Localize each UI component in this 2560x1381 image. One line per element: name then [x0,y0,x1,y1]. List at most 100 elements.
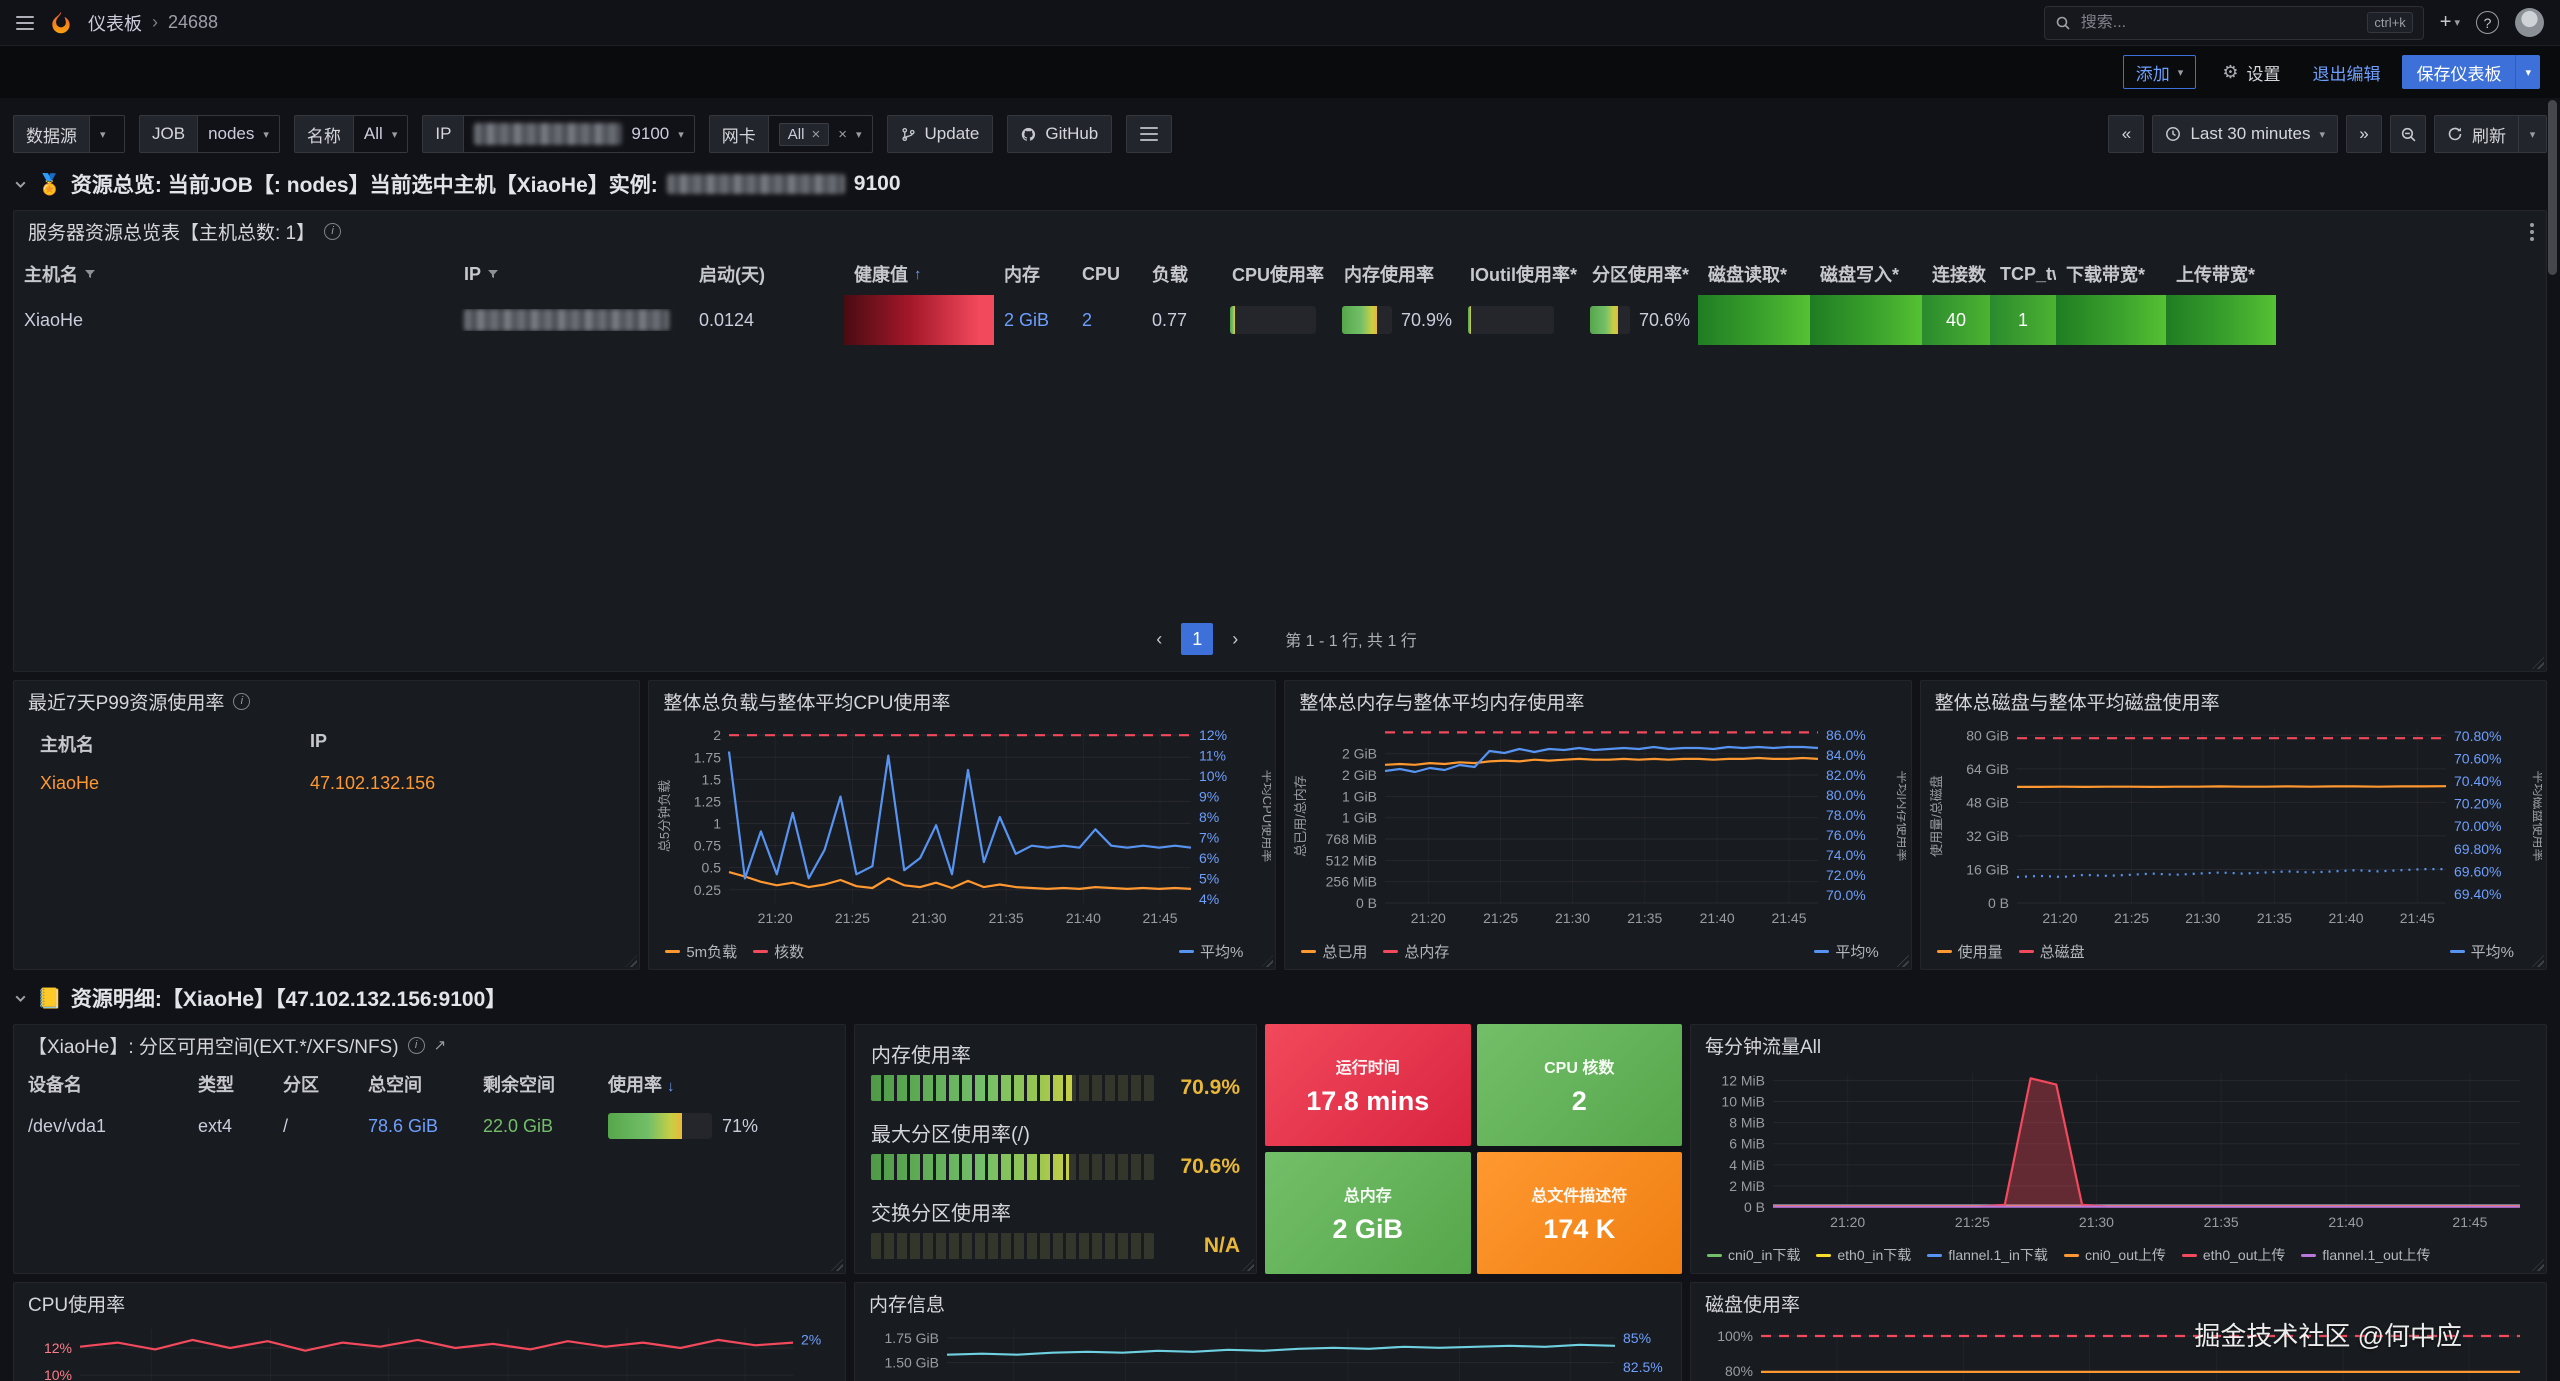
svg-text:5%: 5% [1199,870,1219,886]
column-header[interactable]: 内存 [1004,265,1040,285]
current-page-button[interactable]: 1 [1181,623,1214,655]
column-header[interactable]: 主机名 [14,261,454,287]
cpu-usage-chart[interactable]: 2%4%6%8%10%12%2%21:2021:2521:3021:3521:4… [18,1323,841,1381]
traffic-chart[interactable]: 0 B 2 MiB 4 MiB 6 MiB 8 MiB 10 MiB 12 MiB 21:20… [1695,1065,2542,1237]
legend-item[interactable]: flannel.1_in下载 [1927,1245,2048,1265]
panel-menu-icon[interactable] [2530,223,2534,241]
user-avatar[interactable] [2515,8,2544,37]
remove-tag-icon[interactable]: × [811,125,821,143]
breadcrumb-dashboards[interactable]: 仪表板 [88,13,142,34]
job-select[interactable]: nodes ▾ [197,115,280,153]
time-shift-back-button[interactable]: « [2108,115,2145,153]
panel-menu-button[interactable] [1126,115,1173,153]
menu-toggle-button[interactable] [16,15,34,30]
legend-item[interactable]: cni0_in下载 [1707,1245,1800,1265]
bar-gauge: 最大分区使用率(/) 70.6% [871,1118,1240,1180]
legend-item[interactable]: flannel.1_out上传 [2301,1245,2431,1265]
exit-edit-button[interactable]: 退出编辑 [2306,60,2386,85]
legend-item[interactable]: 使用量 [1936,941,2003,962]
disk-chart[interactable]: 0 B 16 GiB 32 GiB 48 GiB 64 GiB 80 GiB 69.40% 6… [1925,721,2542,933]
column-header[interactable]: 剩余空间 [483,1075,555,1095]
caret-down-icon[interactable]: ▾ [2515,55,2540,89]
datasource-select[interactable]: ▾ [89,115,125,153]
table-row[interactable]: XiaoHe 0.0124 2 GiB 2 0.77 70.9% 70.6% [14,295,2546,345]
column-header[interactable]: 设备名 [28,1075,82,1095]
panel-cpu-usage: CPU使用率 2%4%6%8%10%12%2%21:2021:2521:3021… [13,1282,846,1381]
column-header[interactable]: 连接数 [1932,265,1986,285]
help-button[interactable]: ? [2476,11,2499,34]
legend-item[interactable]: eth0_in下载 [1816,1245,1911,1265]
dashboard-settings-button[interactable]: ⚙ 设置 [2212,55,2290,89]
column-header[interactable]: 内存使用率 [1344,265,1434,285]
info-icon[interactable]: i [324,222,342,240]
ip-select[interactable]: 9100 ▾ [463,115,695,153]
column-header[interactable]: 上传带宽* [2176,265,2256,285]
column-header[interactable]: 总空间 [368,1075,422,1095]
filter-icon[interactable] [487,268,499,280]
clear-selection-icon[interactable]: × [838,125,847,143]
next-page-button[interactable]: › [1232,628,1239,649]
column-header[interactable]: 使用率 ↓ [608,1075,675,1095]
nic-select[interactable]: All × × ▾ [767,115,873,153]
memory-chart[interactable]: 0 B 256 MiB 512 MiB 768 MiB 1 GiB 1 GiB 2 GiB 2… [1289,721,1906,933]
save-dashboard-button[interactable]: 保存仪表板 ▾ [2402,55,2540,89]
column-header[interactable]: 主机名 [40,735,94,755]
column-header[interactable]: CPU使用率 [1232,265,1325,285]
prev-page-button[interactable]: ‹ [1156,628,1163,649]
column-header[interactable]: 磁盘写入* [1820,265,1900,285]
column-header[interactable]: 负载 [1152,265,1188,285]
update-button[interactable]: Update [886,115,994,153]
info-icon[interactable]: i [407,1036,425,1054]
time-shift-forward-button[interactable]: » [2346,115,2382,153]
legend-item[interactable]: 5m负载 [665,941,737,962]
disk-usage-chart[interactable]: 20%40%60%80%100%21:2021:2521:3021:3521:4… [1695,1323,2542,1381]
column-header[interactable]: IP [454,264,689,285]
column-header[interactable]: 下载带宽* [2066,265,2146,285]
name-select[interactable]: All ▾ [352,115,409,153]
info-icon[interactable]: i [233,692,251,710]
scrollbar-thumb[interactable] [2548,100,2557,275]
external-link-icon[interactable]: ↗ [433,1037,447,1054]
add-menu-button[interactable]: + ▾ [2440,11,2460,34]
column-header[interactable]: 类型 [198,1075,234,1095]
github-button[interactable]: GitHub [1007,115,1113,153]
column-header[interactable]: 分区使用率* [1592,265,1690,285]
legend-item[interactable]: 总内存 [1383,941,1449,962]
breadcrumb-current[interactable]: 24688 [168,12,219,32]
legend-item[interactable]: cni0_out上传 [2063,1245,2166,1265]
legend-item[interactable]: 核数 [753,941,804,962]
legend-item[interactable]: 平均% [1814,941,1879,962]
row-overview-header[interactable]: 🏅 资源总览: 当前JOB【: nodes】当前选中主机【XiaoHe】实例: … [13,162,2547,206]
filter-icon[interactable] [84,268,96,280]
refresh-interval-button[interactable]: ▾ [2519,115,2547,153]
svg-text:12 MiB: 12 MiB [1721,1072,1765,1088]
column-header[interactable]: CPU [1082,263,1121,284]
legend-item[interactable]: 总磁盘 [2018,941,2085,962]
search-input[interactable] [2080,13,2358,32]
column-header[interactable]: IP [310,731,328,751]
column-header[interactable]: 启动(天) [699,265,765,285]
load-cpu-chart[interactable]: 0.25 0.5 0.75 1 1.25 1.5 1.75 2 4% 5% 6% 7% 8% 9% 10% 1… [653,721,1271,933]
legend-item[interactable]: 平均% [2449,941,2514,962]
row-detail-header[interactable]: 📒 资源明细:【XiaoHe】【47.102.132.156:9100】 [13,976,2547,1020]
table-row[interactable]: /dev/vda1 ext4 / 78.6 GiB 22.0 GiB 71% [14,1103,845,1149]
search-box[interactable]: ctrl+k [2043,5,2424,40]
grafana-logo-icon[interactable] [48,10,74,36]
refresh-button[interactable]: 刷新 [2434,115,2519,153]
git-branch-icon [901,127,916,142]
column-header[interactable]: 分区 [283,1075,319,1095]
time-range-picker[interactable]: Last 30 minutes ▾ [2152,115,2338,153]
column-header[interactable]: IOutil使用率* [1470,265,1577,285]
add-panel-button[interactable]: 添加 ▾ [2122,55,2197,89]
legend-item[interactable]: 总已用 [1301,941,1367,962]
column-header[interactable]: 健康值 ↑ [854,265,922,285]
legend-item[interactable]: 平均% [1178,941,1243,962]
svg-text:21:45: 21:45 [1143,910,1178,926]
panel-traffic: 每分钟流量All 0 B 2 MiB 4 MiB 6 MiB 8 MiB 10 MiB 12… [1690,1024,2547,1274]
svg-text:21:25: 21:25 [835,910,870,926]
legend-item[interactable]: eth0_out上传 [2181,1245,2285,1265]
column-header[interactable]: TCP_tw [2000,263,2056,284]
column-header[interactable]: 磁盘读取* [1708,265,1788,285]
zoom-out-button[interactable] [2390,115,2426,153]
